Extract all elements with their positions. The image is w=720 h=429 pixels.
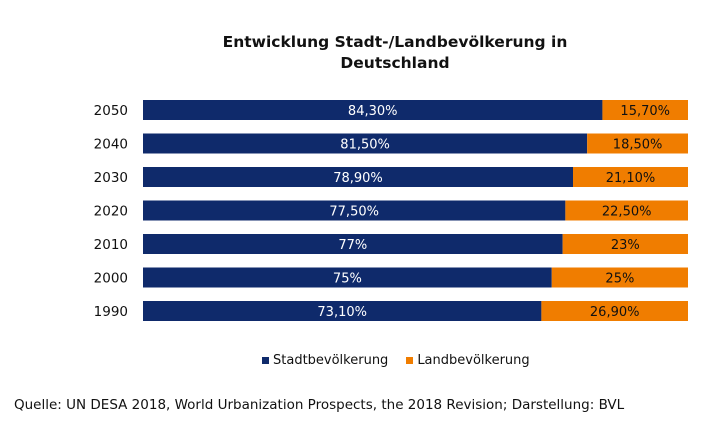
plot-area: 2050 84,30% 15,70% 2040 81,50% 18,50% 2030 78,9… (94, 100, 688, 321)
bar-segment-stadt (143, 234, 563, 254)
data-label-stadt: 73,10% (317, 305, 367, 320)
data-label-stadt: 77% (338, 238, 367, 253)
legend-label-land: Landbevölkerung (417, 353, 530, 368)
bar-segment-land (562, 234, 688, 254)
data-label-stadt: 77,50% (329, 205, 379, 220)
y-tick-label: 2010 (94, 237, 128, 253)
bar-segment-land (541, 301, 688, 321)
bar-segment-land (565, 200, 688, 221)
data-label-stadt: 81,50% (340, 138, 390, 153)
data-label-land: 22,50% (602, 205, 652, 220)
y-tick-label: 2040 (94, 137, 128, 153)
y-tick-label: 2020 (94, 204, 128, 220)
legend: Stadtbevölkerung Landbevölkerung (262, 353, 542, 368)
chart-title-line-1: Entwicklung Stadt-/Landbevölkerung in (222, 33, 568, 51)
y-tick-label: 2030 (94, 170, 128, 186)
bar-segment-stadt (143, 133, 588, 154)
chart-title-line-2: Deutschland (340, 54, 450, 72)
legend-label-stadt: Stadtbevölkerung (273, 353, 389, 368)
data-label-land: 15,70% (620, 104, 670, 119)
legend-item-stadt: Stadtbevölkerung (262, 353, 388, 368)
bar-segment-land (551, 267, 688, 288)
bar-segment-stadt (143, 167, 574, 187)
data-label-stadt: 84,30% (348, 104, 398, 119)
chart-title: Entwicklung Stadt-/Landbevölkerung in De… (0, 32, 720, 74)
data-label-land: 25% (605, 272, 634, 287)
bar-segment-stadt (143, 200, 566, 221)
bar-segment-land (587, 133, 688, 154)
y-tick-label: 2000 (94, 271, 128, 287)
legend-swatch-stadt (262, 357, 269, 364)
bar-segment-land (573, 167, 688, 187)
y-tick-label: 1990 (94, 304, 128, 320)
bar-segment-land (602, 100, 688, 120)
legend-swatch-land (406, 357, 414, 364)
data-label-stadt: 75% (333, 272, 362, 287)
data-label-land: 26,90% (590, 305, 640, 320)
data-label-land: 21,10% (606, 171, 656, 186)
source-note: Quelle: UN DESA 2018, World Urbanization… (14, 397, 625, 413)
bar-segment-stadt (143, 301, 542, 321)
legend-item-land: Landbevölkerung (406, 353, 530, 368)
bar-segment-stadt (143, 100, 603, 120)
data-label-stadt: 78,90% (333, 171, 383, 186)
y-tick-label: 2050 (94, 103, 128, 119)
bar-segment-stadt (143, 267, 552, 288)
data-label-land: 18,50% (613, 138, 663, 153)
data-label-land: 23% (611, 238, 640, 253)
